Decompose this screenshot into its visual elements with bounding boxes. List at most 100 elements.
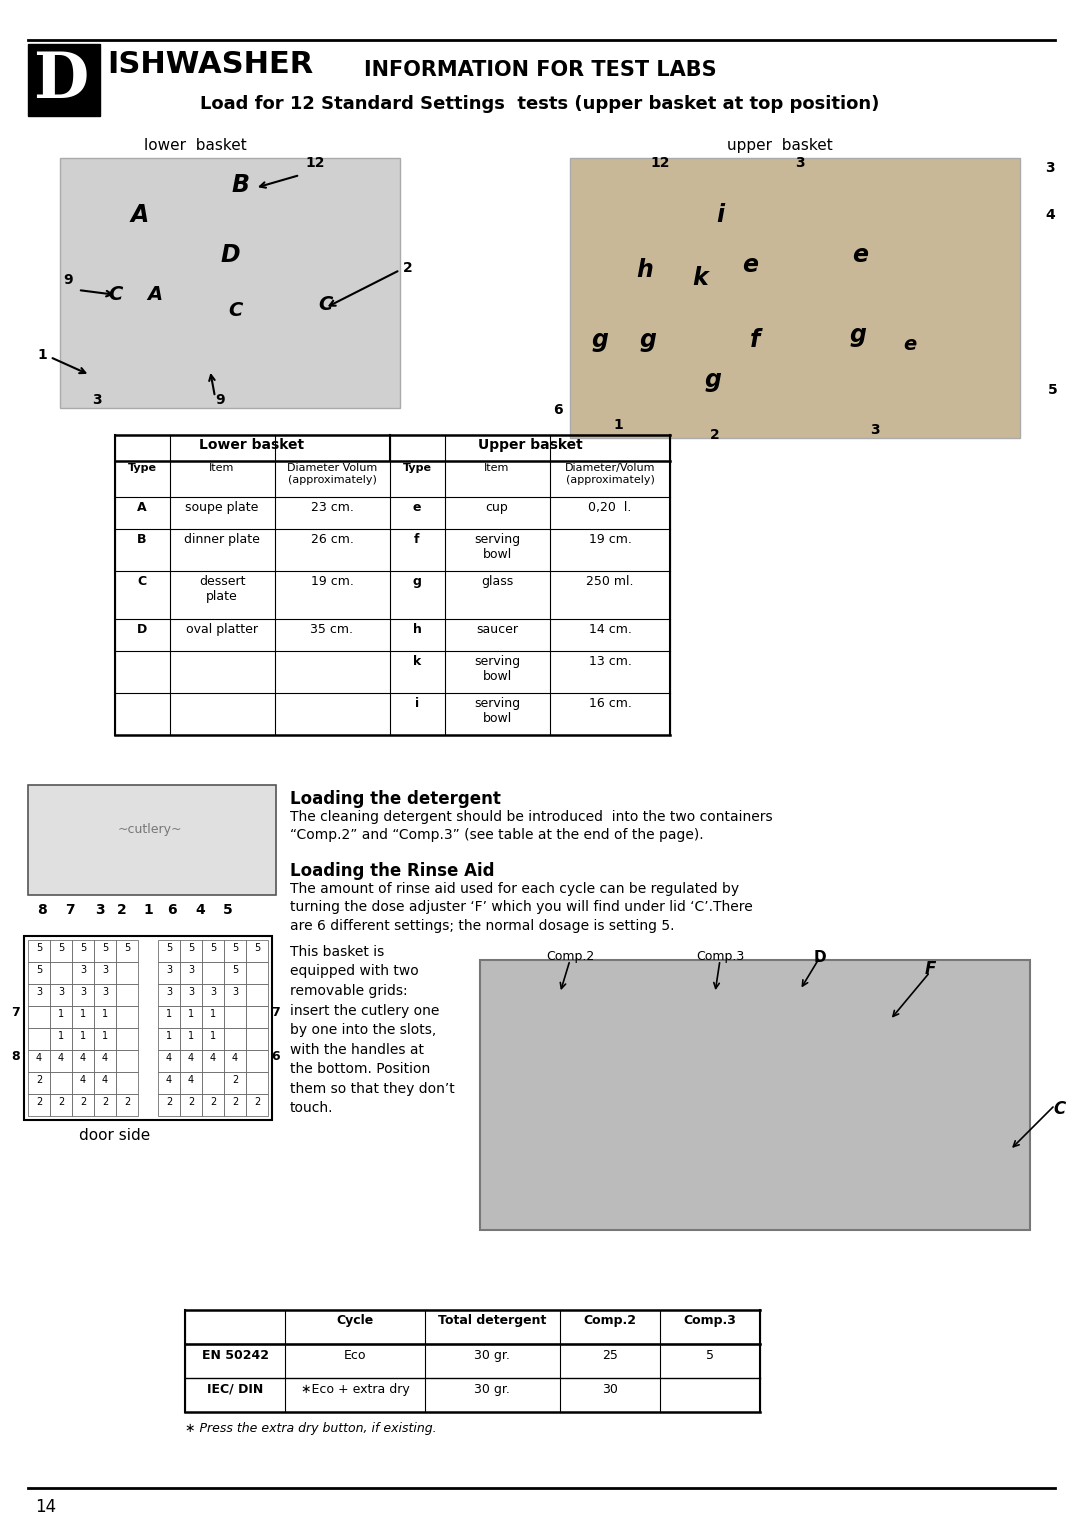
Text: 3: 3 xyxy=(102,987,108,996)
Text: e: e xyxy=(852,243,868,267)
Text: 4: 4 xyxy=(232,1053,238,1063)
Text: 3: 3 xyxy=(166,987,172,996)
Text: C: C xyxy=(228,301,242,319)
Text: g: g xyxy=(413,575,421,588)
Text: serving
bowl: serving bowl xyxy=(474,533,521,561)
Bar xyxy=(94,1050,116,1073)
Text: 2: 2 xyxy=(80,1097,86,1106)
Text: i: i xyxy=(415,697,419,711)
Text: Comp.3: Comp.3 xyxy=(696,950,744,963)
Text: 1: 1 xyxy=(166,1031,172,1041)
Text: glass: glass xyxy=(481,575,513,588)
Circle shape xyxy=(810,1010,910,1109)
Text: 5: 5 xyxy=(80,943,86,953)
Text: e: e xyxy=(413,501,421,513)
Bar xyxy=(50,1050,72,1073)
Text: 5: 5 xyxy=(188,943,194,953)
Bar xyxy=(50,984,72,1005)
Text: 6: 6 xyxy=(553,403,563,417)
Text: 6: 6 xyxy=(167,903,177,917)
Text: 4: 4 xyxy=(188,1053,194,1063)
Text: Item: Item xyxy=(210,463,234,474)
Bar xyxy=(72,1005,94,1028)
Text: 5: 5 xyxy=(254,943,260,953)
Bar xyxy=(28,1094,50,1115)
Bar xyxy=(202,984,224,1005)
Bar xyxy=(94,1005,116,1028)
Text: 1: 1 xyxy=(102,1031,108,1041)
Text: 3: 3 xyxy=(188,987,194,996)
Bar xyxy=(246,1005,268,1028)
Bar xyxy=(94,940,116,963)
Bar xyxy=(246,984,268,1005)
Text: D: D xyxy=(813,950,826,966)
Text: A: A xyxy=(148,286,163,304)
Bar xyxy=(570,157,1020,439)
Text: IEC/ DIN: IEC/ DIN xyxy=(207,1383,264,1397)
Bar xyxy=(180,1050,202,1073)
Text: 1: 1 xyxy=(58,1031,64,1041)
Bar xyxy=(180,1094,202,1115)
Bar xyxy=(158,1005,180,1028)
Bar xyxy=(180,1073,202,1094)
Bar xyxy=(72,984,94,1005)
Bar xyxy=(28,1050,50,1073)
Text: e: e xyxy=(903,336,917,354)
Text: 30 gr.: 30 gr. xyxy=(474,1349,510,1361)
Text: h: h xyxy=(636,258,653,283)
Text: Item: Item xyxy=(484,463,510,474)
Text: soupe plate: soupe plate xyxy=(186,501,259,513)
Text: C: C xyxy=(318,295,333,315)
Bar xyxy=(224,1005,246,1028)
Bar xyxy=(28,963,50,984)
Text: 1: 1 xyxy=(613,419,623,432)
Bar xyxy=(116,1073,138,1094)
Bar xyxy=(72,1094,94,1115)
Text: 2: 2 xyxy=(58,1097,64,1106)
Text: 5: 5 xyxy=(58,943,64,953)
Text: f: f xyxy=(415,533,420,545)
Bar xyxy=(180,940,202,963)
Text: 5: 5 xyxy=(166,943,172,953)
Bar xyxy=(50,1073,72,1094)
Text: serving
bowl: serving bowl xyxy=(474,656,521,683)
Bar xyxy=(202,963,224,984)
Text: 250 ml.: 250 ml. xyxy=(586,575,634,588)
Text: 2: 2 xyxy=(711,428,720,442)
Text: 7: 7 xyxy=(65,903,75,917)
Bar xyxy=(28,1005,50,1028)
Text: 8: 8 xyxy=(12,1050,21,1063)
Text: g: g xyxy=(592,329,608,351)
Bar xyxy=(224,1050,246,1073)
Bar xyxy=(202,1094,224,1115)
Text: 5: 5 xyxy=(36,943,42,953)
Text: 5: 5 xyxy=(224,903,233,917)
Text: ISHWASHER: ISHWASHER xyxy=(107,50,313,79)
Text: Type: Type xyxy=(403,463,432,474)
Text: 3: 3 xyxy=(58,987,64,996)
Text: 2: 2 xyxy=(232,1097,238,1106)
Text: C: C xyxy=(1054,1100,1066,1118)
Text: 1: 1 xyxy=(210,1031,216,1041)
Text: 4: 4 xyxy=(210,1053,216,1063)
Text: 5: 5 xyxy=(102,943,108,953)
Text: 4: 4 xyxy=(58,1053,64,1063)
Text: The cleaning detergent should be introduced  into the two containers
“Comp.2” an: The cleaning detergent should be introdu… xyxy=(291,810,772,842)
Bar xyxy=(246,1050,268,1073)
Text: Comp.2: Comp.2 xyxy=(583,1314,636,1326)
Bar xyxy=(158,1050,180,1073)
Bar xyxy=(94,1028,116,1050)
Text: 2: 2 xyxy=(403,261,413,275)
Text: 1: 1 xyxy=(166,1008,172,1019)
Text: Type: Type xyxy=(127,463,157,474)
Bar xyxy=(28,984,50,1005)
Bar xyxy=(72,940,94,963)
Text: 16 cm.: 16 cm. xyxy=(589,697,632,711)
Text: This basket is
equipped with two
removable grids:
insert the cutlery one
by one : This basket is equipped with two removab… xyxy=(291,944,455,1115)
Bar xyxy=(224,984,246,1005)
Text: 5: 5 xyxy=(210,943,216,953)
Text: 5: 5 xyxy=(232,943,238,953)
Bar xyxy=(94,963,116,984)
Text: D: D xyxy=(220,243,240,267)
Text: D: D xyxy=(137,623,147,636)
